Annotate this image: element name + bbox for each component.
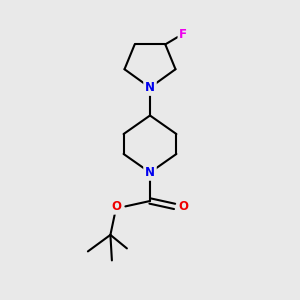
Text: O: O [178, 200, 189, 213]
Text: O: O [111, 200, 122, 213]
Text: N: N [145, 81, 155, 94]
Text: N: N [145, 166, 155, 179]
Text: F: F [179, 28, 187, 41]
